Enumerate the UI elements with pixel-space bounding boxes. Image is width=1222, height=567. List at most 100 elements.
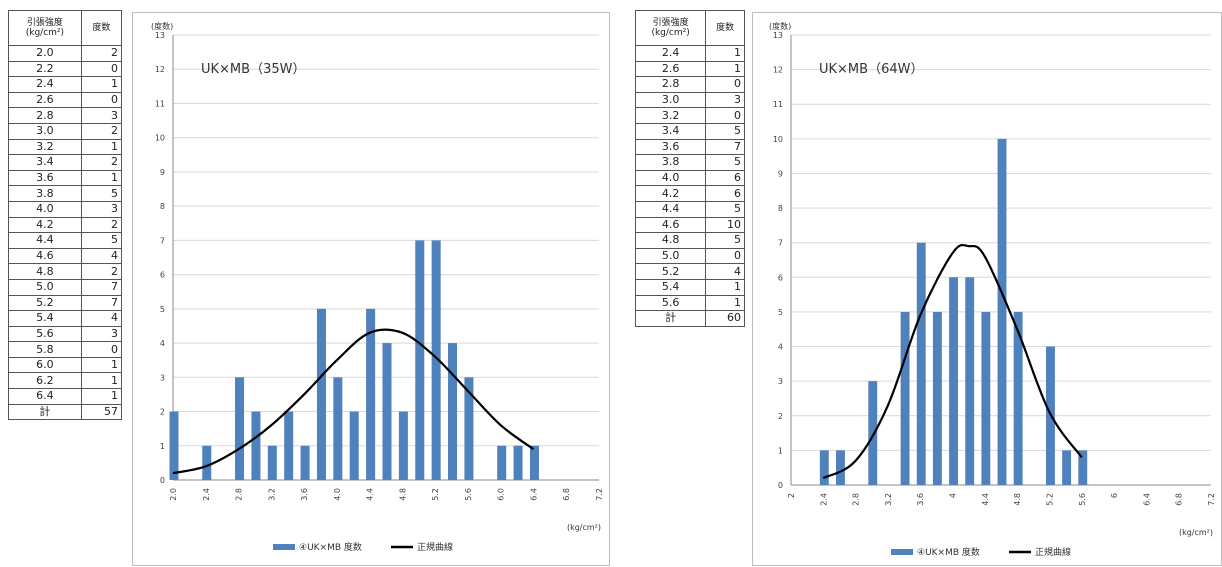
bar — [965, 277, 975, 485]
count-cell: 7 — [705, 138, 745, 156]
y-tick-label: 8 — [778, 204, 783, 213]
bar — [1062, 450, 1072, 485]
count-cell: 2 — [80, 216, 123, 234]
strength-cell: 4.2 — [8, 216, 82, 234]
chart-title: UK×MB（64W） — [819, 62, 923, 77]
bar — [997, 138, 1007, 485]
total-value: 60 — [705, 310, 745, 327]
chart-title: UK×MB（35W） — [201, 62, 305, 77]
count-cell: 2 — [80, 45, 123, 62]
bar — [382, 343, 392, 480]
strength-cell: 2.4 — [8, 76, 82, 93]
strength-cell: 5.4 — [8, 310, 82, 327]
x-axis-label: (kg/cm²) — [1179, 528, 1213, 537]
table-row: 4.2 2 — [8, 216, 123, 234]
table-row: 2.4 1 — [8, 76, 123, 93]
bar — [284, 411, 294, 480]
header-count: 度数 — [80, 10, 123, 46]
count-cell: 1 — [80, 138, 123, 156]
table-row: 4.6 10 — [634, 216, 745, 234]
count-cell: 0 — [80, 91, 123, 109]
table-row: 3.6 1 — [8, 169, 123, 187]
strength-cell: 4.4 — [8, 232, 82, 249]
bar — [333, 377, 343, 480]
table-row: 3.0 3 — [634, 91, 745, 109]
bar — [316, 308, 326, 480]
count-cell: 1 — [80, 388, 123, 405]
x-tick-label: 6 — [1110, 493, 1119, 498]
legend-bar-swatch — [891, 549, 913, 555]
count-cell: 3 — [80, 200, 123, 218]
y-tick-label: 2 — [778, 412, 783, 421]
count-cell: 0 — [705, 247, 745, 265]
strength-cell: 4.6 — [634, 216, 707, 234]
count-cell: 5 — [705, 232, 745, 249]
y-tick-label: 4 — [778, 343, 783, 352]
count-cell: 4 — [80, 247, 123, 265]
y-tick-label: 8 — [160, 202, 165, 211]
table-row: 2.4 1 — [634, 45, 745, 62]
x-tick-label: 6.0 — [497, 488, 506, 501]
table-row: 5.0 0 — [634, 247, 745, 265]
y-tick-label: 0 — [160, 476, 165, 485]
x-tick-label: 2.0 — [169, 488, 178, 501]
strength-cell: 2.6 — [8, 91, 82, 109]
bar — [431, 240, 441, 480]
table-row: 2.6 0 — [8, 91, 123, 109]
strength-cell: 3.2 — [8, 138, 82, 156]
count-cell: 1 — [80, 169, 123, 187]
y-tick-label: 13 — [155, 31, 165, 40]
bar — [916, 242, 926, 485]
x-tick-label: 6.8 — [1175, 493, 1184, 506]
strength-cell: 2.2 — [8, 60, 82, 78]
count-cell: 1 — [705, 60, 745, 78]
strength-cell: 5.0 — [8, 278, 82, 296]
header-strength: 引張強度 (kg/cm²) — [634, 10, 707, 46]
count-cell: 2 — [80, 263, 123, 280]
table-row: 2.0 2 — [8, 45, 123, 62]
count-cell: 0 — [80, 60, 123, 78]
x-tick-label: 3.6 — [916, 493, 925, 506]
strength-cell: 6.4 — [8, 388, 82, 405]
strength-cell: 2.8 — [634, 76, 707, 93]
count-cell: 7 — [80, 278, 123, 296]
x-tick-label: 4 — [949, 493, 958, 498]
x-tick-label: 6.4 — [1142, 493, 1151, 506]
table-row: 3.2 0 — [634, 107, 745, 124]
strength-cell: 5.0 — [634, 247, 707, 265]
strength-cell: 3.0 — [8, 122, 82, 140]
count-cell: 2 — [80, 122, 123, 140]
strength-cell: 5.6 — [8, 325, 82, 343]
y-tick-label: 1 — [778, 446, 783, 455]
table-row: 4.2 6 — [634, 185, 745, 202]
y-axis-label: (度数) — [151, 21, 173, 31]
strength-cell: 4.2 — [634, 185, 707, 202]
strength-cell: 3.8 — [8, 185, 82, 202]
y-tick-label: 10 — [155, 134, 165, 143]
y-tick-label: 5 — [778, 308, 783, 317]
count-cell: 0 — [80, 341, 123, 358]
strength-cell: 3.0 — [634, 91, 707, 109]
chart-panel-64w: 0 1 2 3 4 5 6 7 8 9 10 11 12 13 2 2.4 2.8 3.2 3.6 4 4.4 4.8 5.… — [752, 12, 1222, 566]
y-tick-label: 3 — [160, 373, 165, 382]
x-tick-label: 5.6 — [1078, 493, 1087, 506]
y-tick-label: 0 — [778, 481, 783, 490]
y-tick-label: 3 — [778, 377, 783, 386]
x-tick-label: 2.8 — [235, 488, 244, 501]
strength-cell: 3.8 — [634, 154, 707, 171]
x-tick-label: 2.4 — [819, 493, 828, 506]
x-tick-label: 4.8 — [1013, 493, 1022, 506]
total-value: 57 — [80, 403, 123, 421]
table-row: 4.8 5 — [634, 232, 745, 249]
bar — [448, 343, 458, 480]
x-axis-label: (kg/cm²) — [567, 523, 601, 532]
header-strength: 引張強度 (kg/cm²) — [8, 10, 82, 46]
frequency-table-64w: 引張強度 (kg/cm²) 度数 2.4 1 2.6 1 2.8 0 3.0 3 3.2 0 3.4… — [634, 10, 745, 327]
count-cell: 10 — [705, 216, 745, 234]
count-cell: 5 — [705, 200, 745, 218]
bar — [202, 445, 212, 480]
strength-cell: 3.6 — [8, 169, 82, 187]
table-row: 4.4 5 — [634, 200, 745, 218]
bar — [819, 450, 829, 485]
